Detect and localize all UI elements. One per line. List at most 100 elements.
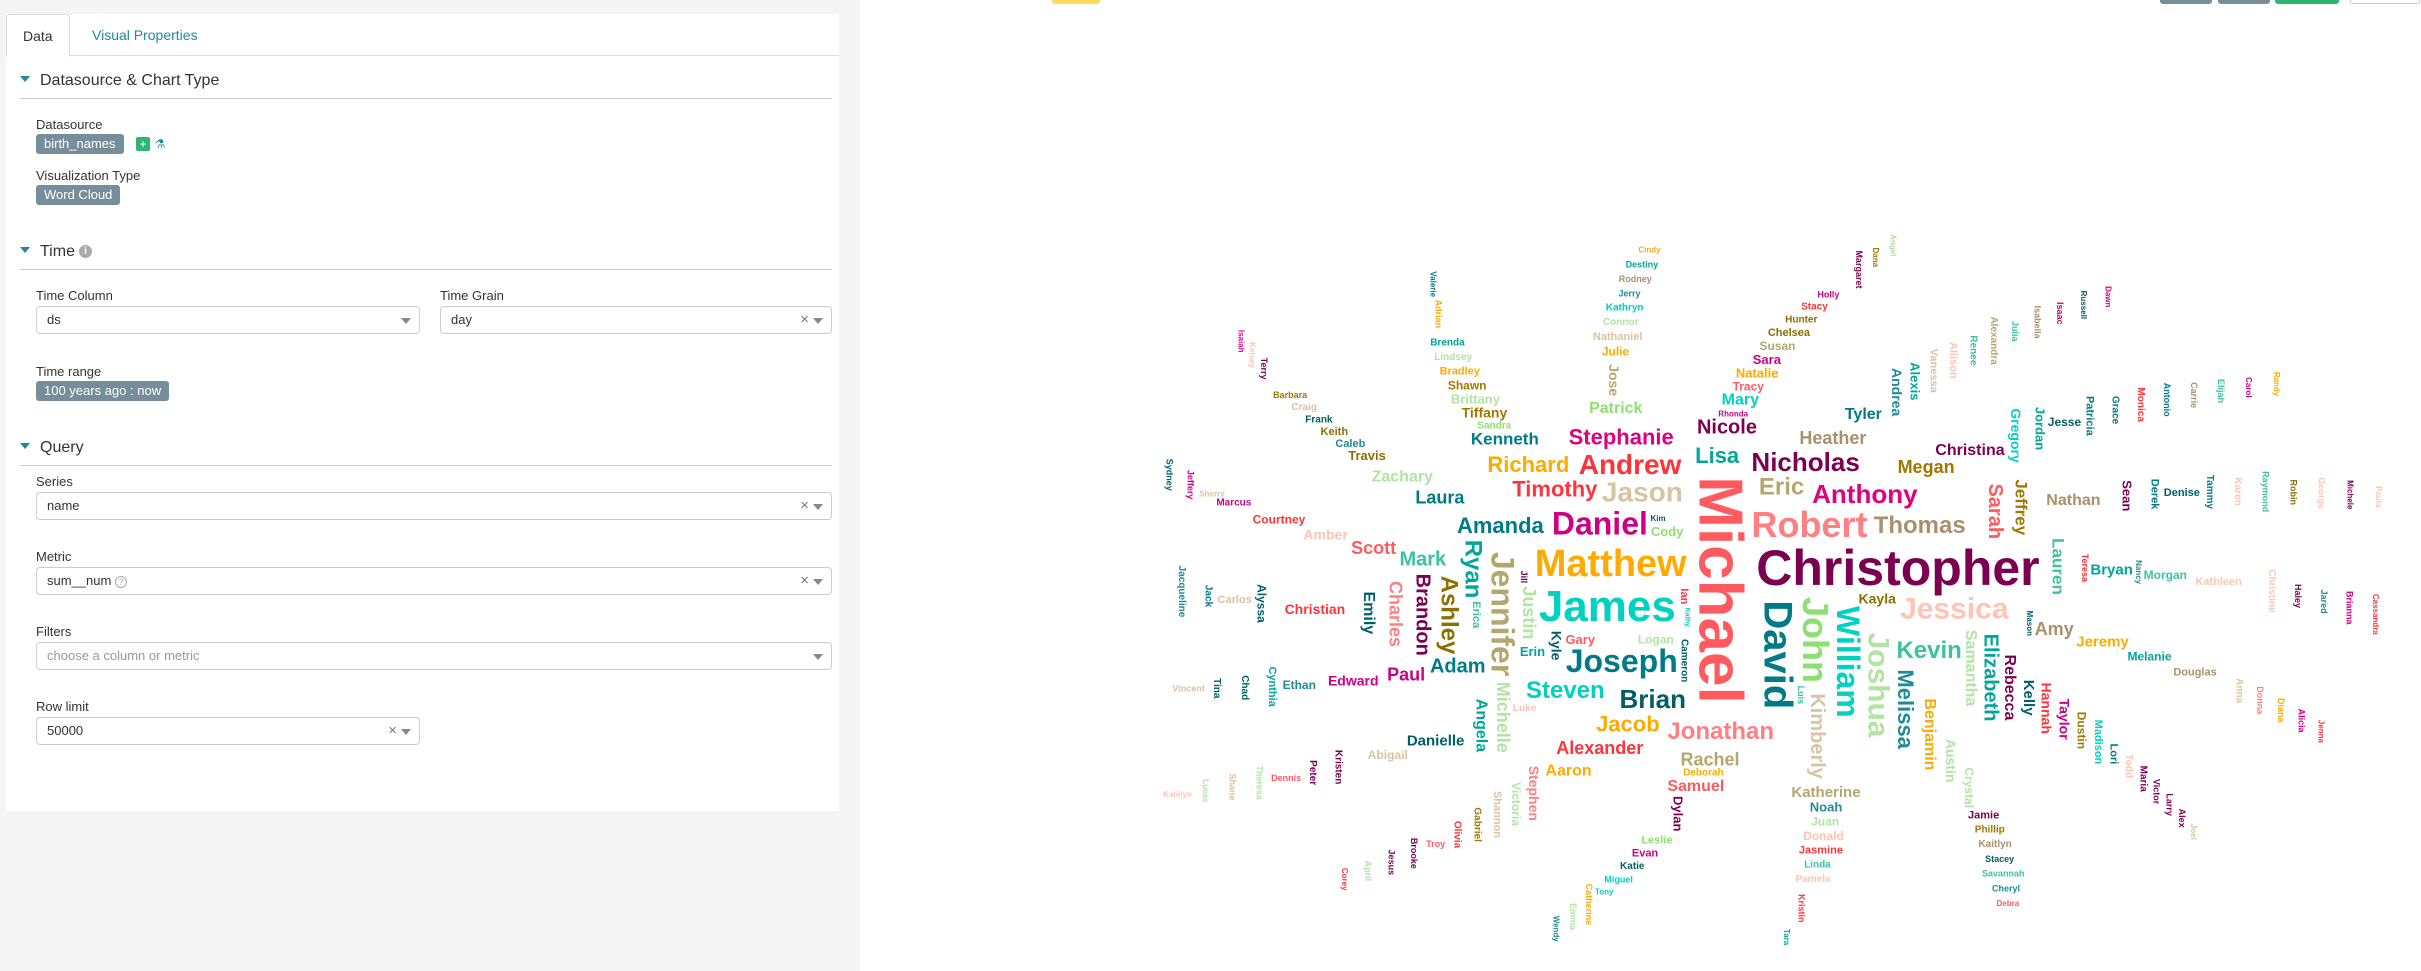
- word-jesus: Jesus: [1386, 850, 1396, 876]
- word-brenda: Brenda: [1430, 337, 1465, 348]
- word-heather: Heather: [1799, 428, 1866, 448]
- word-andrea: Andrea: [1889, 368, 1905, 416]
- word-logan: Logan: [1638, 633, 1674, 647]
- help-icon[interactable]: ?: [115, 576, 128, 588]
- time-range-pill[interactable]: 100 years ago : now: [36, 381, 170, 401]
- run-button[interactable]: [2275, 0, 2339, 4]
- word-kelly: Kelly: [2020, 680, 2037, 717]
- row-limit-select[interactable]: 50000 ×: [36, 717, 420, 745]
- word-ashley: Ashley: [1436, 576, 1463, 655]
- word-adam: Adam: [1430, 656, 1486, 678]
- flask-icon[interactable]: ⚗: [154, 137, 166, 151]
- word-gabriel: Gabriel: [1472, 807, 1483, 842]
- word-kyle: Kyle: [1549, 631, 1565, 661]
- viz-type-label: Visualization Type: [36, 168, 141, 183]
- word-destiny: Destiny: [1626, 260, 1659, 270]
- word-daniel: Daniel: [1552, 506, 1648, 542]
- word-patrick: Patrick: [1589, 400, 1642, 417]
- word-kathryn: Kathryn: [1606, 302, 1644, 313]
- word-george: George: [2317, 478, 2327, 510]
- word-jill: Jill: [1519, 571, 1529, 584]
- word-elizabeth: Elizabeth: [1979, 634, 2001, 722]
- word-cameron: Cameron: [1678, 639, 1689, 682]
- word-nathan: Nathan: [2046, 492, 2100, 509]
- word-laura: Laura: [1415, 488, 1465, 508]
- word-chad: Chad: [1239, 675, 1250, 700]
- word-caleb: Caleb: [1335, 438, 1365, 450]
- word-dennis: Dennis: [1271, 773, 1301, 783]
- time-grain-select[interactable]: day ×: [440, 306, 832, 334]
- clear-icon[interactable]: ×: [388, 722, 397, 739]
- word-teresa: Teresa: [2080, 554, 2090, 583]
- word-jordan: Jordan: [2033, 407, 2048, 450]
- word-victor: Victor: [2152, 779, 2162, 805]
- filters-select[interactable]: choose a column or metric: [36, 642, 832, 670]
- word-lisa: Lisa: [1695, 443, 1740, 468]
- word-sydney: Sydney: [1164, 459, 1174, 491]
- word-timothy: Timothy: [1512, 477, 1598, 502]
- add-icon[interactable]: +: [136, 137, 150, 151]
- word-paula: Paula: [2374, 486, 2383, 508]
- time-column-value: ds: [47, 312, 61, 327]
- info-icon[interactable]: i: [78, 245, 92, 259]
- clear-icon[interactable]: ×: [800, 497, 809, 514]
- header-button[interactable]: [2218, 0, 2270, 4]
- word-catherine: Catherine: [1584, 884, 1594, 926]
- word-christine: Christine: [2266, 569, 2277, 613]
- section-query-title: Query: [40, 439, 84, 456]
- word-renee: Renee: [1967, 335, 1978, 365]
- word-craig: Craig: [1291, 402, 1317, 413]
- word-john: John: [1795, 597, 1836, 683]
- word-christian: Christian: [1285, 601, 1346, 617]
- chart-area: Michael Christopher James David Matthew John R…: [860, 0, 2421, 971]
- word-michael: Michael: [1686, 476, 1755, 703]
- clear-icon[interactable]: ×: [800, 572, 809, 589]
- word-brittany: Brittany: [1451, 392, 1501, 407]
- metric-value: sum__num: [47, 573, 112, 588]
- word-deborah: Deborah: [1683, 768, 1724, 779]
- section-query-header[interactable]: Query: [20, 439, 832, 459]
- word-lauren: Lauren: [2048, 538, 2067, 595]
- word-andrew: Andrew: [1579, 449, 1682, 480]
- word-donna: Donna: [2255, 686, 2265, 715]
- clear-icon[interactable]: ×: [800, 311, 809, 328]
- word-scott: Scott: [1351, 538, 1396, 558]
- metric-select[interactable]: sum__num? ×: [36, 567, 832, 595]
- word-russell: Russell: [2079, 291, 2088, 319]
- word-cynthia: Cynthia: [1266, 666, 1278, 707]
- word-kristen: Kristen: [1332, 750, 1343, 784]
- section-time-header[interactable]: Time i: [20, 243, 832, 263]
- word-nathaniel: Nathaniel: [1593, 331, 1643, 343]
- header-button-group[interactable]: [2350, 0, 2420, 4]
- word-samuel: Samuel: [1667, 778, 1724, 795]
- word-stephen: Stephen: [1526, 766, 1542, 821]
- section-datasource-header[interactable]: Datasource & Chart Type: [20, 72, 832, 92]
- word-tony: Tony: [1595, 887, 1614, 896]
- viz-type-pill[interactable]: Word Cloud: [36, 185, 121, 205]
- word-alexandra: Alexandra: [1988, 316, 1999, 365]
- word-alexis: Alexis: [1907, 362, 1922, 400]
- word-nicholas: Nicholas: [1751, 447, 1859, 477]
- word-kaitlyn: Kaitlyn: [1978, 839, 2011, 850]
- word-benjamin: Benjamin: [1921, 698, 1938, 770]
- word-theresa: Theresa: [1255, 765, 1265, 801]
- word-kayla: Kayla: [1859, 590, 1897, 606]
- word-corey: Corey: [1340, 868, 1349, 891]
- word-luke: Luke: [1513, 703, 1537, 714]
- word-justin: Justin: [1519, 586, 1539, 639]
- word-antonio: Antonio: [2162, 383, 2172, 417]
- word-joseph: Joseph: [1566, 643, 1678, 679]
- tab-visual-properties[interactable]: Visual Properties: [92, 27, 198, 43]
- word-todd: Todd: [2123, 754, 2134, 778]
- datasource-pill[interactable]: birth_names: [36, 134, 124, 154]
- word-william: William: [1830, 606, 1866, 718]
- tab-data[interactable]: Data: [6, 14, 70, 57]
- header-button[interactable]: [2160, 0, 2212, 4]
- word-cody: Cody: [1651, 524, 1684, 539]
- series-select[interactable]: name ×: [36, 492, 832, 520]
- word-tammy: Tammy: [2204, 475, 2215, 510]
- word-noah: Noah: [1810, 800, 1843, 815]
- time-column-select[interactable]: ds: [36, 306, 420, 334]
- divider: [20, 98, 832, 99]
- word-pamela: Pamela: [1796, 874, 1831, 885]
